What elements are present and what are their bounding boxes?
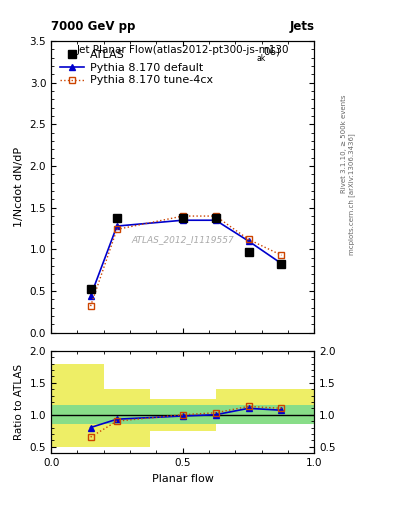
- X-axis label: Planar flow: Planar flow: [152, 474, 214, 483]
- Text: Jet Planar Flow(atlas2012-pt300-js-m130: Jet Planar Flow(atlas2012-pt300-js-m130: [77, 46, 289, 55]
- Text: Jets: Jets: [289, 20, 314, 33]
- Y-axis label: 1/Ncdot dN/dP: 1/Ncdot dN/dP: [14, 147, 24, 227]
- Text: ATLAS_2012_I1119557: ATLAS_2012_I1119557: [131, 235, 234, 244]
- Text: mcplots.cern.ch [arXiv:1306.3436]: mcplots.cern.ch [arXiv:1306.3436]: [348, 134, 355, 255]
- Legend: ATLAS, Pythia 8.170 default, Pythia 8.170 tune-4cx: ATLAS, Pythia 8.170 default, Pythia 8.17…: [57, 47, 217, 89]
- Text: Rivet 3.1.10, ≥ 500k events: Rivet 3.1.10, ≥ 500k events: [341, 94, 347, 193]
- Text: 7000 GeV pp: 7000 GeV pp: [51, 20, 136, 33]
- Text: 06): 06): [263, 46, 280, 56]
- Text: ak: ak: [257, 54, 266, 63]
- Y-axis label: Ratio to ATLAS: Ratio to ATLAS: [14, 364, 24, 440]
